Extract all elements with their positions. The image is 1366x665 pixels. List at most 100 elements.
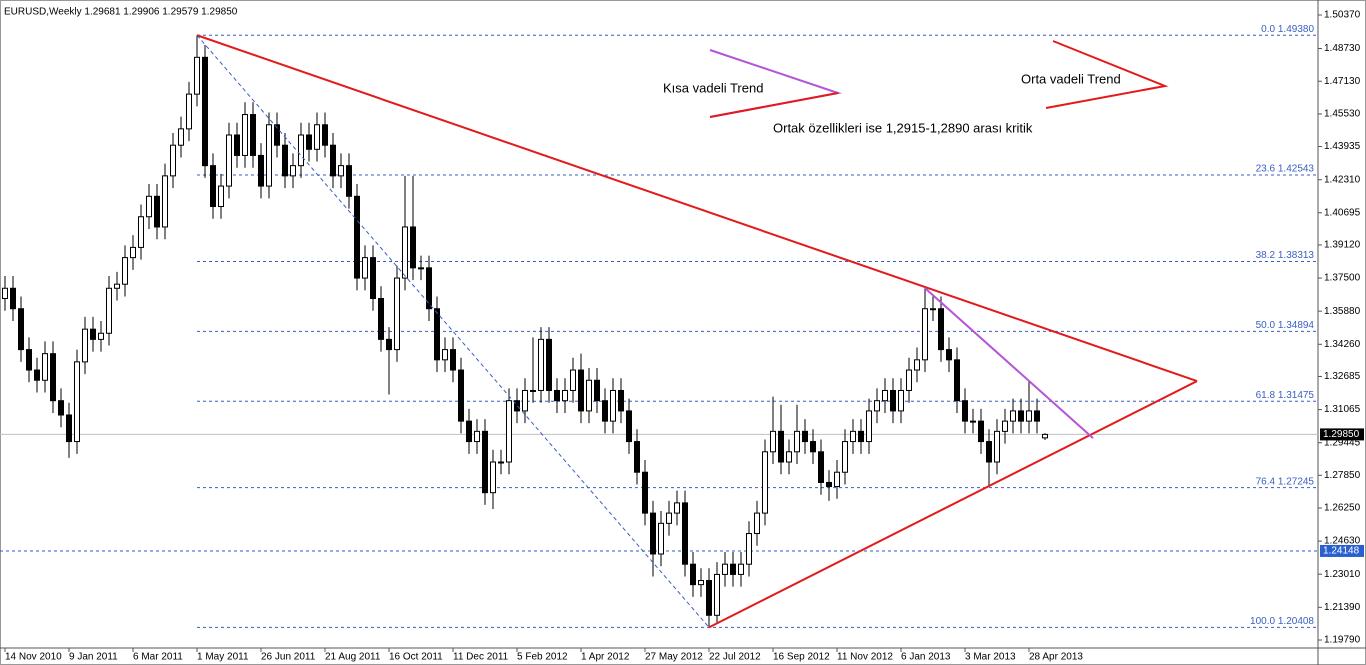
candle-body xyxy=(354,195,360,279)
candle-body xyxy=(2,287,8,299)
candle-body xyxy=(50,353,56,402)
candle-body xyxy=(578,369,584,412)
candle-body xyxy=(890,389,896,412)
candle-body xyxy=(482,430,488,494)
candle-body xyxy=(218,185,224,208)
candle-body xyxy=(90,328,96,340)
candle-body xyxy=(1042,433,1048,439)
x-tick-label: 26 Jun 2011 xyxy=(261,652,316,663)
x-tick-label: 16 Sep 2012 xyxy=(773,652,830,663)
candle-body xyxy=(522,389,528,412)
y-tick-label: 1.29445 xyxy=(1324,437,1361,448)
annotation: Orta vadeli Trend xyxy=(1021,71,1121,86)
candle-body xyxy=(210,165,216,208)
candle-body xyxy=(986,441,992,463)
candle-body xyxy=(426,267,432,310)
trend-line xyxy=(708,380,1198,629)
candle-body xyxy=(970,420,976,423)
candle-body xyxy=(794,430,800,453)
y-tick-label: 1.34260 xyxy=(1324,339,1361,350)
candle-body xyxy=(138,216,144,248)
y-tick-label: 1.27850 xyxy=(1324,470,1361,481)
x-tick-label: 5 Feb 2012 xyxy=(517,652,568,663)
candle-body xyxy=(818,451,824,483)
candle-body xyxy=(922,308,928,361)
candle-body xyxy=(466,420,472,443)
y-tick-label: 1.39120 xyxy=(1324,240,1361,251)
candle-body xyxy=(554,389,560,402)
candle-body xyxy=(1018,410,1024,422)
candle-body xyxy=(202,56,208,167)
candle-body xyxy=(34,369,40,381)
candle-body xyxy=(402,226,408,279)
y-tick-label: 1.31065 xyxy=(1324,404,1361,415)
candle-body xyxy=(290,165,296,177)
candle-body xyxy=(746,533,752,565)
y-tick-label: 1.24630 xyxy=(1324,536,1361,547)
candle-body xyxy=(186,93,192,130)
y-tick-label: 1.50370 xyxy=(1324,10,1361,21)
candle-body xyxy=(42,353,48,381)
arrow-decor xyxy=(1045,40,1169,109)
x-tick-label: 1 May 2011 xyxy=(197,652,249,663)
candle-body xyxy=(722,563,728,575)
fib-label: 100.0 1.20408 xyxy=(1250,616,1314,627)
candle-body xyxy=(98,332,104,340)
x-tick-label: 21 Aug 2011 xyxy=(325,652,381,663)
candle-body xyxy=(690,563,696,586)
candle-body xyxy=(978,420,984,443)
x-tick-label: 6 Jan 2013 xyxy=(901,652,951,663)
y-tick-label: 1.32685 xyxy=(1324,371,1361,382)
trend-line xyxy=(924,287,1094,439)
candle-body xyxy=(738,563,744,575)
candle-body xyxy=(1034,410,1040,422)
candle-body xyxy=(170,144,176,177)
arrow-decor xyxy=(709,92,839,118)
y-tick-label: 1.42310 xyxy=(1324,174,1361,185)
price-label: 1.29850 xyxy=(1323,429,1360,440)
candle-body xyxy=(418,267,424,270)
candle-body xyxy=(906,369,912,391)
candle-body xyxy=(146,195,152,218)
candle-body xyxy=(570,369,576,391)
candle-body xyxy=(1002,420,1008,432)
x-tick-label: 28 Apr 2013 xyxy=(1029,652,1083,663)
x-tick-label: 16 Oct 2011 xyxy=(389,652,443,663)
candle-body xyxy=(810,441,816,453)
price-box xyxy=(1320,428,1364,441)
candle-body xyxy=(442,349,448,361)
candle-body xyxy=(714,573,720,616)
candle-body xyxy=(58,400,64,416)
candle-body xyxy=(802,430,808,443)
candle-body xyxy=(266,124,272,187)
candle-body xyxy=(1010,410,1016,422)
fib-label: 61.8 1.31475 xyxy=(1256,390,1315,401)
candle-body xyxy=(178,128,184,146)
candle-body xyxy=(234,134,240,156)
y-tick-label: 1.21390 xyxy=(1324,602,1361,613)
candle-body xyxy=(1026,410,1032,422)
x-tick-label: 1 Apr 2012 xyxy=(581,652,630,663)
candle-body xyxy=(474,430,480,443)
candle-body xyxy=(618,389,624,412)
candle-body xyxy=(386,338,392,351)
candle-body xyxy=(530,389,536,392)
candle-body xyxy=(834,471,840,488)
candle-body xyxy=(330,144,336,177)
candle-body xyxy=(754,512,760,535)
candle-body xyxy=(842,441,848,473)
candle-body xyxy=(874,400,880,412)
y-tick-label: 1.45530 xyxy=(1324,109,1361,120)
candle-body xyxy=(626,410,632,443)
candle-body xyxy=(490,461,496,494)
candle-body xyxy=(914,359,920,371)
candle-body xyxy=(602,400,608,422)
candle-body xyxy=(26,349,32,371)
candle-body xyxy=(930,308,936,311)
fib-label: 0.0 1.49380 xyxy=(1261,24,1314,35)
candle-body xyxy=(130,246,136,259)
candle-body xyxy=(938,308,944,351)
x-tick-label: 6 Mar 2011 xyxy=(133,652,183,663)
candle-body xyxy=(706,580,712,616)
